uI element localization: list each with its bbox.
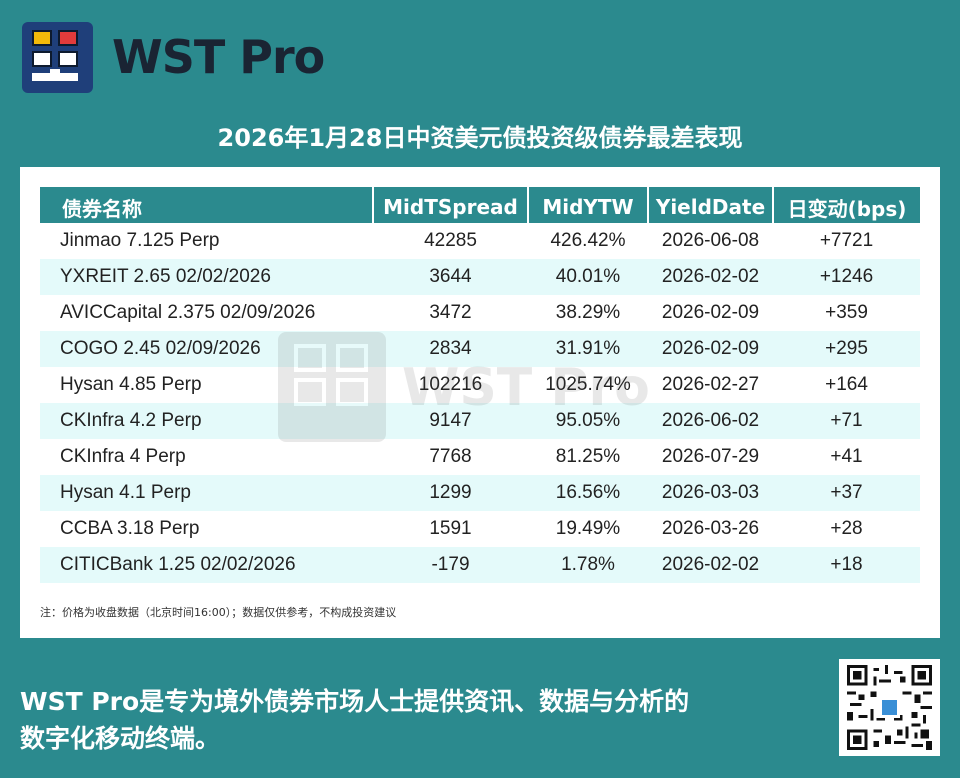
yield-date-cell: 2026-02-27 — [661, 374, 760, 395]
mid-t-spread-cell: 42285 — [424, 230, 477, 251]
daily-change-cell: +37 — [773, 475, 920, 511]
table-row: Hysan 4.1 Perp 1299 16.56% 2026-03-03 +37 — [40, 475, 920, 511]
yield-date-cell: 2026-02-02 — [648, 259, 773, 295]
bond-name-cell: COGO 2.45 02/09/2026 — [40, 331, 373, 367]
brand-name: WST Pro — [112, 30, 325, 84]
mid-ytw-cell: 95.05% — [528, 403, 648, 439]
yield-date-cell: 2026-03-03 — [648, 475, 773, 511]
wst-logo-icon — [22, 22, 93, 93]
bond-name-cell: CCBA 3.18 Perp — [60, 518, 200, 539]
footnote: 注：价格为收盘数据（北京时间16:00）；数据仅供参考，不构成投资建议 — [40, 606, 397, 619]
mid-t-spread-cell: 1591 — [429, 518, 472, 539]
yield-date-cell: 2026-02-02 — [648, 547, 773, 583]
bond-name-cell: YXREIT 2.65 02/02/2026 — [40, 259, 373, 295]
daily-change-cell: +295 — [773, 331, 920, 367]
footer-line: WST Pro是专为境外债券市场人士提供资讯、数据与分析的 — [20, 687, 690, 716]
table-row: Hysan 4.85 Perp 102216 1025.74% 2026-02-27 +… — [40, 367, 920, 403]
bond-name-cell: CITICBank 1.25 02/02/2026 — [40, 547, 373, 583]
yield-date-cell: 2026-02-09 — [661, 302, 760, 323]
page-title: 2026年1月28日中资美元债投资级债券最差表现 — [217, 124, 743, 152]
table-row: YXREIT 2.65 02/02/2026 3644 40.01% 2026-02-… — [40, 259, 920, 295]
mid-ytw-cell: 31.91% — [528, 331, 648, 367]
table-row: AVICCapital 2.375 02/09/2026 3472 38.29% 20… — [40, 295, 920, 331]
footer-text: WST Pro是专为境外债券市场人士提供资讯、数据与分析的 数字化移动终端。 — [20, 683, 810, 757]
table-row: Jinmao 7.125 Perp 42285 426.42% 2026-06-08 +… — [40, 223, 920, 259]
column-header: MidTSpread — [373, 187, 529, 223]
table-row: CKInfra 4 Perp 7768 81.25% 2026-07-29 +41 — [40, 439, 920, 475]
qr-code-icon — [839, 659, 940, 756]
yield-date-cell: 2026-06-02 — [648, 403, 773, 439]
table-row: CCBA 3.18 Perp 1591 19.49% 2026-03-26 +28 — [40, 511, 920, 547]
mid-t-spread-cell: 1299 — [373, 475, 528, 511]
yield-date-cell: 2026-02-09 — [648, 331, 773, 367]
mid-ytw-cell: 426.42% — [550, 230, 626, 251]
daily-change-cell: +71 — [773, 403, 920, 439]
mid-t-spread-cell: 9147 — [373, 403, 528, 439]
bond-name-cell: Hysan 4.85 Perp — [60, 374, 202, 395]
bond-name-cell: AVICCapital 2.375 02/09/2026 — [60, 302, 316, 323]
mid-ytw-cell: 16.56% — [528, 475, 648, 511]
table-row: CITICBank 1.25 02/02/2026 -179 1.78% 2026-0… — [40, 547, 920, 583]
mid-t-spread-cell: 2834 — [373, 331, 528, 367]
mid-ytw-cell: 1025.74% — [545, 374, 631, 395]
mid-ytw-cell: 19.49% — [555, 518, 621, 539]
yield-date-cell: 2026-03-26 — [661, 518, 760, 539]
daily-change-cell: +41 — [830, 446, 863, 467]
yield-date-cell: 2026-06-08 — [661, 230, 760, 251]
daily-change-cell: +1246 — [773, 259, 920, 295]
bond-table: 债券名称 MidTSpread MidYTW YieldDate 日变动(bps… — [40, 187, 920, 583]
mid-ytw-cell: 81.25% — [555, 446, 621, 467]
table-row: CKInfra 4.2 Perp 9147 95.05% 2026-06-02 +71 — [40, 403, 920, 439]
bond-name-cell: CKInfra 4 Perp — [60, 446, 186, 467]
table-row: COGO 2.45 02/09/2026 2834 31.91% 2026-02-09… — [40, 331, 920, 367]
column-header: 债券名称 — [40, 187, 374, 223]
table-card: 债券名称 MidTSpread MidYTW YieldDate 日变动(bps… — [20, 167, 940, 638]
daily-change-cell: +28 — [830, 518, 863, 539]
mid-t-spread-cell: 7768 — [429, 446, 472, 467]
mid-t-spread-cell: 102216 — [418, 374, 483, 395]
mid-t-spread-cell: 3472 — [429, 302, 472, 323]
mid-t-spread-cell: 3644 — [373, 259, 528, 295]
footer-line: 数字化移动终端。 — [20, 724, 221, 753]
mid-ytw-cell: 1.78% — [528, 547, 648, 583]
table-header-row: 债券名称 MidTSpread MidYTW YieldDate 日变动(bps… — [40, 187, 920, 223]
yield-date-cell: 2026-07-29 — [661, 446, 760, 467]
mid-t-spread-cell: -179 — [373, 547, 528, 583]
mid-ytw-cell: 40.01% — [528, 259, 648, 295]
column-header: 日变动(bps) — [773, 187, 920, 223]
daily-change-cell: +7721 — [819, 230, 874, 251]
column-header: YieldDate — [648, 187, 774, 223]
bond-name-cell: Hysan 4.1 Perp — [40, 475, 373, 511]
mid-ytw-cell: 38.29% — [555, 302, 621, 323]
bond-name-cell: Jinmao 7.125 Perp — [60, 230, 220, 251]
daily-change-cell: +18 — [773, 547, 920, 583]
column-header: MidYTW — [528, 187, 649, 223]
daily-change-cell: +164 — [825, 374, 868, 395]
daily-change-cell: +359 — [825, 302, 868, 323]
bond-name-cell: CKInfra 4.2 Perp — [40, 403, 373, 439]
